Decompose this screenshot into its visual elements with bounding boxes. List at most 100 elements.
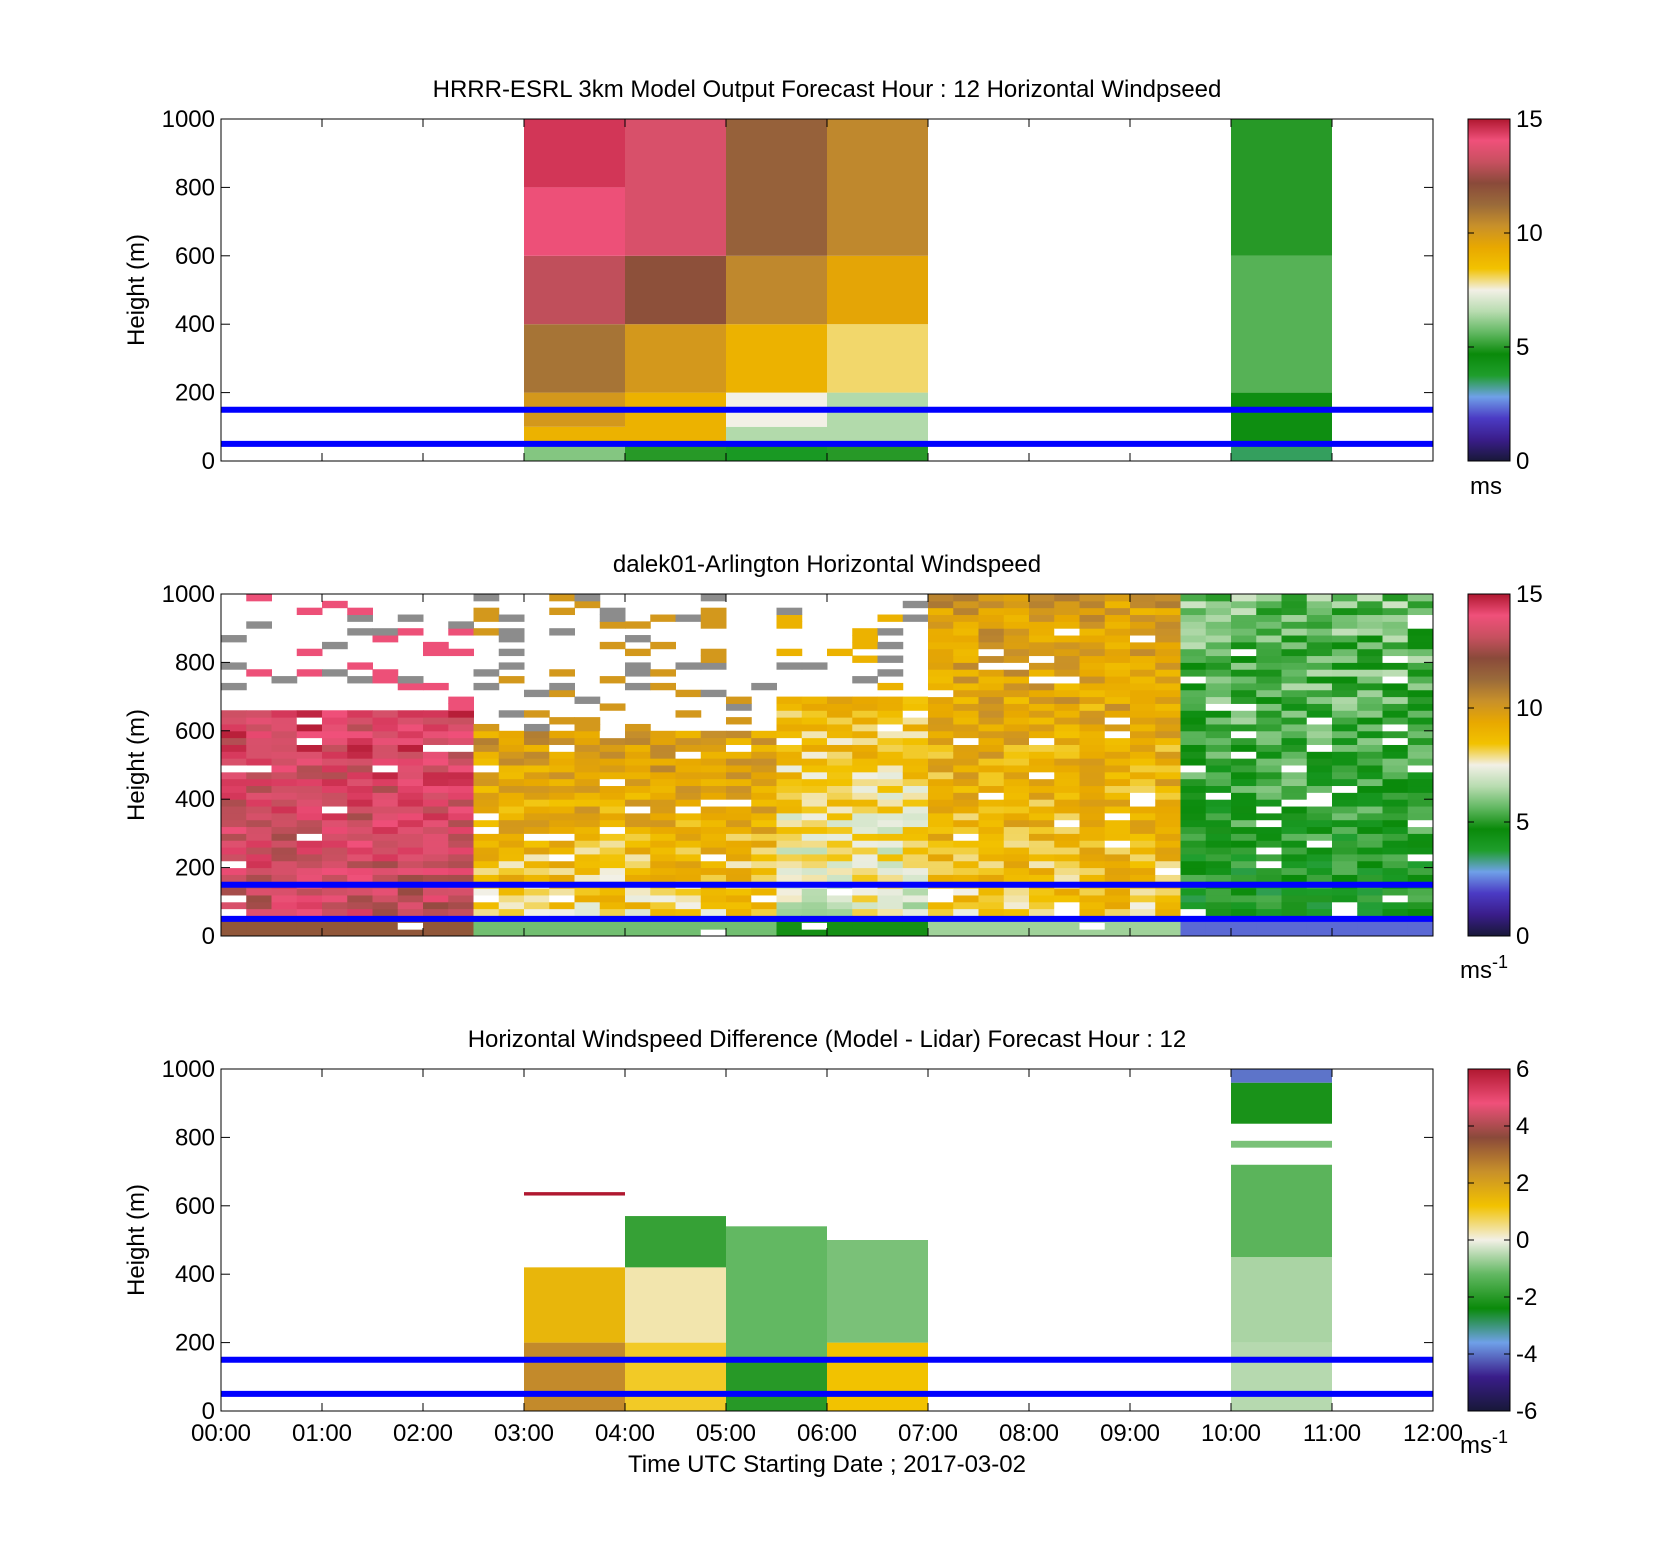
heatmap-cell — [448, 799, 474, 807]
heatmap-cell — [448, 929, 474, 936]
heatmap-cell — [524, 806, 550, 814]
heatmap-cell — [246, 847, 272, 855]
heatmap-cell — [1382, 600, 1409, 609]
heatmap-cell — [473, 594, 500, 602]
heatmap-cell — [1079, 812, 1106, 821]
heatmap-cell — [726, 847, 752, 855]
heatmap-cell — [1205, 717, 1232, 725]
heatmap-cell — [751, 922, 777, 930]
heatmap-cell — [700, 874, 727, 882]
heatmap-cell — [625, 867, 651, 875]
heatmap-cell — [524, 799, 550, 807]
heatmap-cell — [296, 826, 323, 834]
heatmap-cell — [1357, 628, 1383, 636]
heatmap-cell — [700, 744, 727, 752]
heatmap-cell — [1104, 922, 1131, 930]
heatmap-cell — [852, 751, 878, 759]
heatmap-cell — [1029, 717, 1055, 725]
heatmap-cell — [776, 874, 803, 882]
heatmap-cell — [1130, 682, 1156, 691]
heatmap-cell — [524, 255, 625, 325]
heatmap-cell — [1407, 730, 1433, 739]
heatmap-cell — [801, 662, 828, 670]
heatmap-cell — [1003, 744, 1030, 752]
heatmap-cell — [877, 628, 904, 636]
heatmap-cell — [1205, 621, 1232, 629]
heatmap-cell — [322, 901, 348, 910]
heatmap-cell — [1231, 621, 1257, 629]
heatmap-cell — [1281, 785, 1308, 793]
x-tick-label: 03:00 — [494, 1420, 554, 1447]
heatmap-cell — [953, 635, 979, 643]
heatmap-cell — [599, 792, 626, 800]
heatmap-cell — [877, 812, 904, 821]
heatmap-cell — [1306, 853, 1333, 862]
heatmap-cell — [827, 751, 853, 759]
heatmap-cell — [625, 894, 651, 903]
heatmap-cell — [246, 751, 272, 759]
heatmap-cell — [1407, 758, 1433, 766]
heatmap-cell — [1130, 696, 1156, 704]
heatmap-cell — [397, 744, 424, 752]
heatmap-cell — [1155, 853, 1181, 862]
heatmap-cell — [675, 888, 702, 896]
heatmap-cell — [1357, 737, 1383, 745]
heatmap-cell — [650, 812, 676, 821]
heatmap-cell — [574, 826, 601, 834]
heatmap-cell — [473, 778, 500, 787]
heatmap-cell — [221, 730, 247, 739]
heatmap-cell — [1256, 703, 1282, 711]
heatmap-cell — [296, 778, 323, 787]
heatmap-cell — [1306, 648, 1333, 657]
heatmap-cell — [1130, 894, 1156, 903]
heatmap-cell — [549, 894, 575, 903]
heatmap-cell — [1104, 908, 1131, 916]
heatmap-cell — [1079, 874, 1106, 882]
heatmap-cell — [1054, 826, 1080, 834]
heatmap-cell — [1332, 792, 1358, 800]
heatmap-cell — [498, 771, 525, 780]
heatmap-cell — [246, 833, 272, 841]
heatmap-cell — [397, 771, 424, 780]
heatmap-cell — [1029, 648, 1055, 657]
heatmap-cell — [423, 778, 449, 787]
heatmap-cell — [296, 758, 323, 766]
heatmap-cell — [726, 894, 752, 903]
heatmap-cell — [296, 751, 323, 759]
heatmap-cell — [827, 1240, 928, 1343]
heatmap-cell — [1104, 655, 1131, 663]
heatmap-cell — [1281, 703, 1308, 711]
heatmap-cell — [827, 703, 853, 711]
heatmap-cell — [1180, 655, 1207, 663]
heatmap-cell — [271, 717, 298, 725]
heatmap-cell — [827, 392, 928, 444]
heatmap-cell — [625, 723, 651, 732]
heatmap-cell — [675, 737, 702, 745]
heatmap-cell — [1256, 710, 1282, 718]
heatmap-cell — [1407, 662, 1433, 670]
heatmap-cell — [726, 1359, 827, 1411]
heatmap-cell — [1407, 799, 1433, 807]
heatmap-cell — [953, 717, 979, 725]
heatmap-cell — [1306, 662, 1333, 670]
x-tick-label: 09:00 — [1100, 1420, 1160, 1447]
heatmap-cell — [928, 710, 954, 718]
heatmap-cell — [1306, 908, 1333, 916]
heatmap-cell — [1130, 819, 1156, 828]
heatmap-cell — [246, 730, 272, 739]
heatmap-cell — [549, 682, 575, 691]
heatmap-cell — [1306, 703, 1333, 711]
heatmap-cell — [852, 922, 878, 930]
heatmap-cell — [1407, 600, 1433, 609]
heatmap-cell — [1281, 894, 1308, 903]
y-tick-label: 400 — [175, 786, 215, 813]
heatmap-cell — [1256, 867, 1282, 875]
heatmap-cell — [1256, 689, 1282, 698]
heatmap-cell — [1332, 853, 1358, 862]
heatmap-cell — [928, 867, 954, 875]
heatmap-cell — [1256, 826, 1282, 834]
heatmap-cell — [1079, 785, 1106, 793]
heatmap-cell — [1357, 819, 1383, 828]
heatmap-cell — [650, 806, 676, 814]
heatmap-cell — [1104, 874, 1131, 882]
